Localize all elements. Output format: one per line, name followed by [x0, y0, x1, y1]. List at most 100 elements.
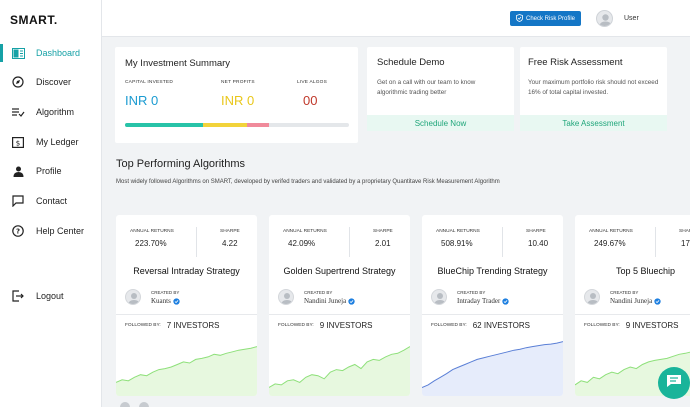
carousel-dot[interactable]: [120, 402, 130, 407]
chat-button[interactable]: [658, 367, 690, 399]
compass-icon: [11, 75, 25, 89]
card-divider: [116, 314, 257, 315]
risk-assessment-title: Free Risk Assessment: [528, 57, 623, 68]
card-divider: [422, 314, 563, 315]
top-algorithms-title: Top Performing Algorithms: [116, 158, 245, 170]
shield-check-icon: [516, 13, 523, 24]
sharpe-value: 10.40: [528, 239, 549, 248]
check-risk-profile-button[interactable]: Check Risk Profile: [510, 11, 581, 26]
sparkline-area: [116, 346, 257, 396]
sidebar-item-my-ledger[interactable]: $ My Ledger: [0, 131, 102, 153]
logout-button[interactable]: Logout: [0, 285, 102, 307]
sharpe-label: SHARPE: [373, 229, 393, 234]
sidebar-item-label: Help Center: [36, 226, 85, 236]
investment-summary-card: My Investment Summary CAPITAL INVESTED I…: [115, 47, 358, 143]
sparkline-line: [116, 346, 257, 383]
net-profits-value: INR 0: [221, 93, 255, 108]
ledger-icon: $: [11, 135, 25, 149]
allocation-bar-algos: [247, 123, 269, 127]
sidebar: SMART. Dashboard Discover Algorithm $ My…: [0, 0, 102, 407]
algorithm-card[interactable]: ANNUAL RETURNS 223.70% SHARPE 4.22 Rever…: [116, 215, 257, 396]
followers-count: 9 INVESTORS: [625, 321, 679, 330]
schedule-now-button[interactable]: Schedule Now: [367, 115, 514, 131]
live-algos-value: 00: [303, 93, 318, 108]
annual-returns-value: 249.67%: [594, 239, 626, 248]
followed-by-label: FOLLOWED BY:: [125, 323, 161, 328]
carousel-dot[interactable]: [139, 402, 149, 407]
followed-by-label: FOLLOWED BY:: [431, 323, 467, 328]
sidebar-item-label: Contact: [36, 196, 68, 206]
creator-name-text: Intraday Trader: [457, 297, 501, 305]
verified-badge-icon: [502, 297, 510, 305]
verified-badge-icon: [173, 297, 180, 305]
stats-divider: [196, 227, 197, 257]
capital-invested-label: CAPITAL INVESTED: [125, 80, 173, 85]
annual-returns-value: 508.91%: [441, 239, 473, 248]
avatar[interactable]: [596, 10, 613, 27]
creator-name[interactable]: Kuants: [151, 297, 180, 305]
creator-name[interactable]: Nandini Juneja: [610, 297, 661, 305]
followers-count: 7 INVESTORS: [166, 321, 220, 330]
investment-summary-title: My Investment Summary: [125, 58, 231, 69]
svg-text:$: $: [16, 139, 20, 147]
algorithm-name[interactable]: Reversal Intraday Strategy: [133, 266, 240, 276]
take-assessment-button[interactable]: Take Assessment: [520, 115, 667, 131]
sidebar-item-label: Profile: [36, 166, 62, 176]
creator-name[interactable]: Intraday Trader: [457, 297, 510, 305]
algorithm-name[interactable]: BlueChip Trending Strategy: [437, 266, 548, 276]
help-icon: ?: [11, 224, 25, 238]
algorithm-icon: [11, 105, 25, 119]
dashboard-icon: [11, 46, 25, 60]
card-divider: [575, 314, 690, 315]
verified-badge-icon: [654, 297, 661, 305]
sidebar-item-algorithm[interactable]: Algorithm: [0, 101, 102, 123]
stats-divider: [349, 227, 350, 257]
sidebar-item-contact[interactable]: Contact: [0, 190, 102, 212]
live-algos-label: LIVE ALGOS: [297, 80, 327, 85]
schedule-demo-title: Schedule Demo: [377, 57, 445, 68]
brand-logo[interactable]: SMART.: [10, 13, 58, 27]
performance-sparkline: [116, 346, 257, 396]
svg-text:?: ?: [16, 228, 20, 236]
annual-returns-label: ANNUAL RETURNS: [130, 229, 174, 234]
sidebar-item-profile[interactable]: Profile: [0, 160, 102, 182]
performance-sparkline: [269, 346, 410, 396]
top-bar: Check Risk Profile User: [102, 0, 690, 37]
annual-returns-label: ANNUAL RETURNS: [436, 229, 480, 234]
created-by-label: CREATED BY: [304, 290, 333, 295]
algorithm-name[interactable]: Golden Supertrend Strategy: [283, 266, 396, 276]
algorithm-card[interactable]: ANNUAL RETURNS 42.09% SHARPE 2.01 Golden…: [269, 215, 410, 396]
sidebar-item-label: My Ledger: [36, 137, 79, 147]
sparkline-line: [269, 346, 410, 388]
sidebar-item-label: Dashboard: [36, 48, 81, 58]
sharpe-value: 17: [681, 239, 690, 248]
sidebar-item-dashboard[interactable]: Dashboard: [0, 42, 102, 64]
annual-returns-label: ANNUAL RETURNS: [589, 229, 633, 234]
chat-icon: [11, 194, 25, 208]
allocation-bar-capital: [125, 123, 203, 127]
sidebar-item-discover[interactable]: Discover: [0, 71, 102, 93]
sharpe-label: SHARPE: [679, 229, 690, 234]
stats-divider: [502, 227, 503, 257]
schedule-demo-text: Get on a call with our team to know algo…: [377, 79, 476, 96]
net-profits-label: NET PROFITS: [221, 80, 255, 85]
creator-name-text: Nandini Juneja: [304, 297, 347, 305]
schedule-demo-card: Schedule Demo Get on a call with our tea…: [367, 47, 514, 131]
sidebar-item-label: Discover: [36, 77, 72, 87]
sparkline-line: [422, 341, 563, 388]
capital-invested-value: INR 0: [125, 93, 159, 108]
sidebar-item-help-center[interactable]: ? Help Center: [0, 220, 102, 242]
verified-badge-icon: [348, 297, 355, 305]
stats-divider: [655, 227, 656, 257]
chat-bubble-icon: [666, 374, 682, 393]
sparkline-line: [575, 351, 690, 386]
card-divider: [269, 314, 410, 315]
user-name[interactable]: User: [624, 15, 639, 22]
creator-name[interactable]: Nandini Juneja: [304, 297, 355, 305]
user-icon: [11, 164, 25, 178]
creator-avatar: [278, 289, 294, 305]
created-by-label: CREATED BY: [457, 290, 486, 295]
algorithm-card[interactable]: ANNUAL RETURNS 508.91% SHARPE 10.40 Blue…: [422, 215, 563, 396]
algorithm-name[interactable]: Top 5 Bluechip: [615, 266, 676, 276]
followers: FOLLOWED BY: 9 INVESTORS: [278, 321, 373, 330]
